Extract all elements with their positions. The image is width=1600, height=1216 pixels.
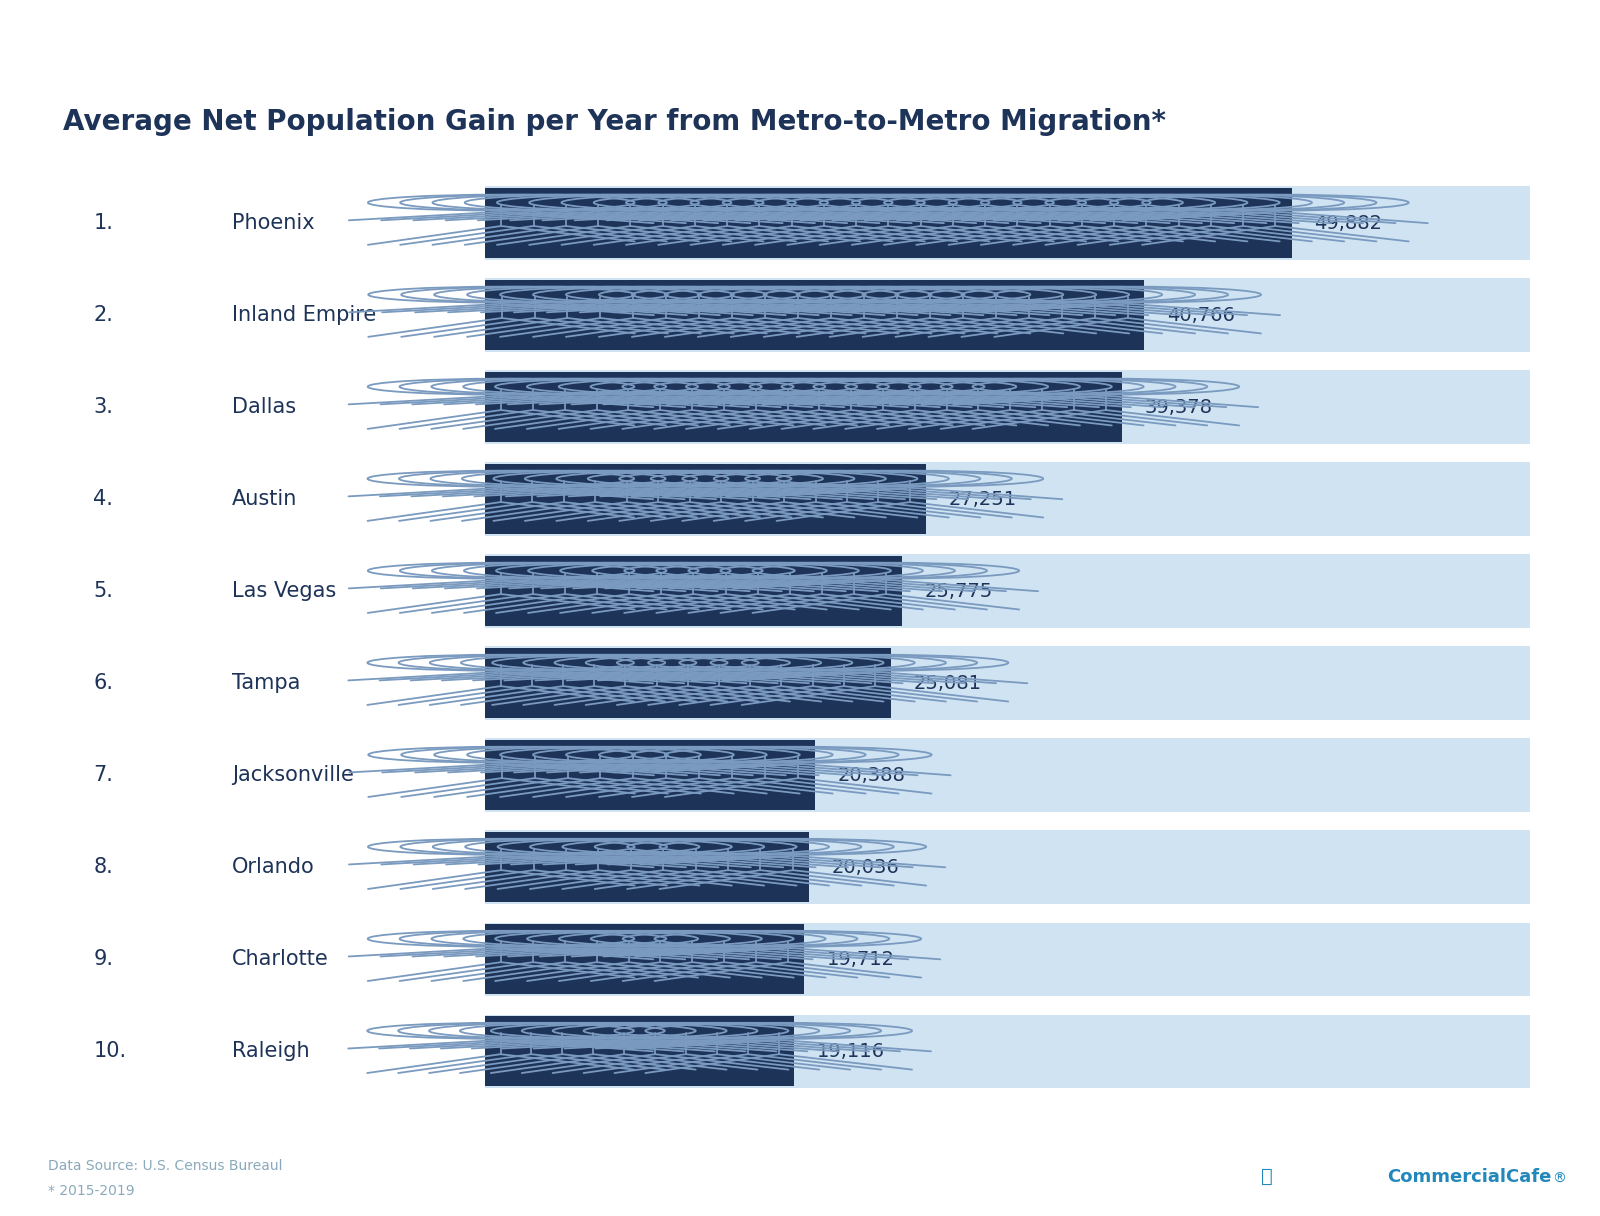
Text: Jacksonville: Jacksonville	[232, 765, 354, 786]
Text: Charlotte: Charlotte	[232, 950, 328, 969]
Text: * 2015-2019: * 2015-2019	[48, 1183, 134, 1198]
Text: ®: ®	[1552, 1171, 1566, 1186]
Text: 20,388: 20,388	[838, 766, 906, 784]
FancyBboxPatch shape	[485, 188, 1291, 258]
Text: 19,712: 19,712	[827, 950, 894, 969]
FancyBboxPatch shape	[485, 738, 1530, 812]
FancyBboxPatch shape	[485, 462, 1530, 536]
Text: Tampa: Tampa	[232, 674, 301, 693]
FancyBboxPatch shape	[485, 278, 1530, 351]
Text: 1.: 1.	[93, 213, 114, 233]
Text: 27,251: 27,251	[949, 490, 1018, 508]
Text: Inland Empire: Inland Empire	[232, 305, 376, 325]
Text: 25,775: 25,775	[925, 581, 994, 601]
Text: 19,116: 19,116	[818, 1042, 885, 1060]
Text: Data Source: U.S. Census Bureaul: Data Source: U.S. Census Bureaul	[48, 1159, 283, 1173]
FancyBboxPatch shape	[485, 554, 1530, 627]
Text: CommercialCafe: CommercialCafe	[1387, 1167, 1552, 1186]
FancyBboxPatch shape	[485, 371, 1530, 444]
Text: 4.: 4.	[93, 489, 114, 510]
FancyBboxPatch shape	[485, 1014, 1530, 1088]
FancyBboxPatch shape	[485, 648, 891, 719]
FancyBboxPatch shape	[485, 923, 1530, 996]
FancyBboxPatch shape	[485, 280, 1144, 350]
FancyBboxPatch shape	[485, 741, 814, 810]
Text: 40,766: 40,766	[1166, 305, 1235, 325]
Text: Ⓒ: Ⓒ	[1261, 1166, 1272, 1186]
Text: Phoenix: Phoenix	[232, 213, 314, 233]
FancyBboxPatch shape	[485, 647, 1530, 720]
FancyBboxPatch shape	[485, 924, 803, 995]
Text: Dallas: Dallas	[232, 398, 296, 417]
Text: 39,378: 39,378	[1144, 398, 1213, 417]
Text: 8.: 8.	[93, 857, 114, 877]
FancyBboxPatch shape	[485, 831, 1530, 905]
Text: 3.: 3.	[93, 398, 114, 417]
Text: Austin: Austin	[232, 489, 298, 510]
Text: 9.: 9.	[93, 950, 114, 969]
Text: 7.: 7.	[93, 765, 114, 786]
Text: 5.: 5.	[93, 581, 114, 601]
Text: Las Vegas: Las Vegas	[232, 581, 336, 601]
Text: 10.: 10.	[93, 1041, 126, 1062]
Text: 2.: 2.	[93, 305, 114, 325]
Text: 20,036: 20,036	[832, 857, 899, 877]
Text: Average Net Population Gain per Year from Metro-to-Metro Migration*: Average Net Population Gain per Year fro…	[62, 108, 1166, 136]
FancyBboxPatch shape	[485, 372, 1122, 443]
FancyBboxPatch shape	[485, 556, 902, 626]
Text: 25,081: 25,081	[914, 674, 982, 693]
FancyBboxPatch shape	[485, 465, 926, 534]
Text: 49,882: 49,882	[1315, 214, 1382, 232]
FancyBboxPatch shape	[485, 832, 810, 902]
Text: 6.: 6.	[93, 674, 114, 693]
Text: Orlando: Orlando	[232, 857, 315, 877]
FancyBboxPatch shape	[485, 1017, 794, 1086]
FancyBboxPatch shape	[485, 186, 1530, 260]
Text: Raleigh: Raleigh	[232, 1041, 309, 1062]
